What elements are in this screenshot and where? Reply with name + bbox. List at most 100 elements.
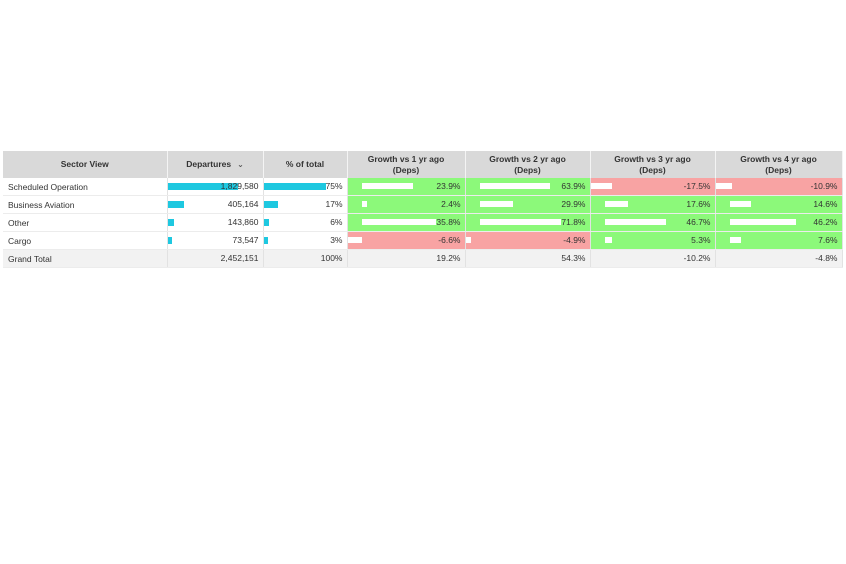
cell-content: 1,829,580 <box>167 178 263 195</box>
row-label[interactable]: Business Aviation <box>3 195 168 214</box>
departures-cell: 405,164 <box>167 195 264 214</box>
grand-total-growth: -4.8% <box>715 249 843 268</box>
growth-cell: 29.9% <box>465 195 591 214</box>
header-pct-total[interactable]: % of total <box>263 151 348 178</box>
growth-cell: -10.9% <box>715 178 843 196</box>
header-growth-4yr[interactable]: Growth vs 4 yr ago (Deps) <box>715 151 843 178</box>
grand-total-departures: 2,452,151 <box>167 249 264 268</box>
cell-content: 6% <box>263 214 347 231</box>
cell-content: 17% <box>263 196 347 213</box>
cell-content: 75% <box>263 178 347 195</box>
growth-value: -4.9% <box>563 235 586 245</box>
departures-cell: 1,829,580 <box>167 178 264 196</box>
departures-value: 143,860 <box>227 217 259 227</box>
growth-cell: 71.8% <box>465 213 591 232</box>
row-label[interactable]: Cargo <box>3 231 168 250</box>
growth-bar <box>604 201 628 207</box>
header-label: Growth vs 4 yr ago <box>740 153 817 164</box>
growth-bar <box>729 219 796 225</box>
pct-total-bar <box>263 219 269 226</box>
growth-cell: 35.8% <box>347 213 466 232</box>
header-growth-3yr[interactable]: Growth vs 3 yr ago (Deps) <box>590 151 716 178</box>
header-sector-view[interactable]: Sector View <box>3 151 168 178</box>
header-label: % of total <box>285 159 325 169</box>
growth-bar <box>590 183 612 189</box>
grand-total-value: -10.2% <box>683 253 711 263</box>
pct-total-cell: 17% <box>263 195 348 214</box>
grand-total-value: -4.8% <box>815 253 838 263</box>
growth-value: -10.9% <box>810 181 838 191</box>
cell-content: 5.3% <box>591 232 715 249</box>
cell-content: -10.9% <box>715 178 842 195</box>
growth-value: 5.3% <box>691 235 711 245</box>
cell-content: 17.6% <box>591 196 715 213</box>
grand-total-label: Grand Total <box>3 249 168 268</box>
growth-value: 2.4% <box>441 199 461 209</box>
growth-bar <box>479 219 561 225</box>
header-sublabel: (Deps) <box>765 164 792 175</box>
growth-cell: 17.6% <box>590 195 716 214</box>
growth-value: 46.7% <box>686 217 711 227</box>
departures-cell: 143,860 <box>167 213 264 232</box>
growth-cell: -4.9% <box>465 231 591 250</box>
header-growth-1yr[interactable]: Growth vs 1 yr ago (Deps) <box>347 151 466 178</box>
cell-content: 63.9% <box>466 178 590 195</box>
growth-cell: 46.7% <box>590 213 716 232</box>
table-row[interactable]: Business Aviation 405,164 17% 2.4% 29.9% 17.6… <box>3 195 843 214</box>
table-row[interactable]: Cargo 73,547 3% -6.6% -4.9% 5.3% 7.6% <box>3 231 843 250</box>
departures-cell: 73,547 <box>167 231 264 250</box>
growth-cell: -6.6% <box>347 231 466 250</box>
cell-content: -4.8% <box>716 250 842 267</box>
pct-total-cell: 3% <box>263 231 348 250</box>
cell-content: 2.4% <box>348 196 465 213</box>
growth-bar <box>479 183 550 189</box>
header-departures[interactable]: Departures ⌄ <box>167 151 264 178</box>
grand-total-row: Grand Total 2,452,151 100% 19.2% 54.3% -10.2%… <box>3 249 843 268</box>
header-label: Growth vs 2 yr ago <box>489 153 566 164</box>
table-row[interactable]: Scheduled Operation 1,829,580 75% 23.9% 63.9… <box>3 178 843 196</box>
cell-content: 7.6% <box>716 232 842 249</box>
departures-value: 73,547 <box>232 235 259 245</box>
cell-content: 405,164 <box>167 196 263 213</box>
row-label[interactable]: Other <box>3 213 168 232</box>
cell-content: 29.9% <box>466 196 590 213</box>
departures-value: 405,164 <box>227 199 259 209</box>
grand-total-value: 2,452,151 <box>220 253 259 263</box>
grand-total-value: 54.3% <box>561 253 586 263</box>
cell-content: 19.2% <box>348 250 465 267</box>
grand-total-growth: 19.2% <box>347 249 466 268</box>
header-row: Sector View Departures ⌄ % of total Growt… <box>3 151 843 178</box>
cell-content: 2,452,151 <box>168 250 263 267</box>
cell-content: -4.9% <box>465 232 590 249</box>
header-growth-2yr[interactable]: Growth vs 2 yr ago (Deps) <box>465 151 591 178</box>
growth-bar <box>729 237 741 243</box>
pct-total-cell: 75% <box>263 178 348 196</box>
growth-bar <box>715 183 732 189</box>
pct-total-bar <box>263 201 278 208</box>
header-label: Growth vs 1 yr ago <box>367 153 445 164</box>
growth-value: 23.9% <box>436 181 461 191</box>
table-row[interactable]: Other 143,860 6% 35.8% 71.8% 46.7% 46.2% <box>3 213 843 232</box>
departures-value: 1,829,580 <box>220 181 259 191</box>
pct-total-cell: 6% <box>263 213 348 232</box>
departures-bar <box>167 237 172 244</box>
departures-bar <box>167 183 238 190</box>
growth-bar <box>361 183 413 189</box>
cell-content: 46.7% <box>591 214 715 231</box>
growth-cell: 23.9% <box>347 178 466 196</box>
growth-value: 7.6% <box>818 235 838 245</box>
chevron-down-icon[interactable]: ⌄ <box>237 160 244 169</box>
departures-bar <box>167 219 174 226</box>
growth-bar <box>479 201 513 207</box>
growth-cell: 7.6% <box>715 231 843 250</box>
growth-bar <box>361 201 367 207</box>
growth-cell: 5.3% <box>590 231 716 250</box>
grand-total-pct: 100% <box>263 249 348 268</box>
growth-value: 14.6% <box>813 199 838 209</box>
growth-value: 29.9% <box>561 199 586 209</box>
row-label[interactable]: Scheduled Operation <box>3 178 168 196</box>
growth-bar <box>604 219 666 225</box>
cell-content: 23.9% <box>348 178 465 195</box>
pct-total-value: 75% <box>325 181 343 191</box>
growth-value: 17.6% <box>686 199 711 209</box>
